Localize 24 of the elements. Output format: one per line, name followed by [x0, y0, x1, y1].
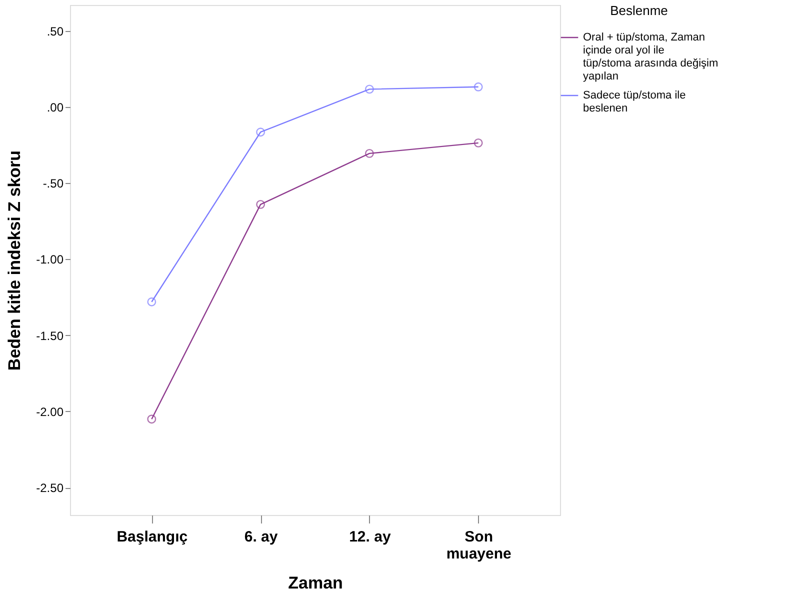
y-tick-label: -1.00: [36, 252, 64, 267]
legend-label: Oral + tüp/stoma, Zaman içinde oral yol ile tüp/stoma arasında değişim yapılan: [583, 32, 718, 82]
x-axis-title: Zaman: [288, 574, 343, 592]
legend-title: Beslenme: [610, 3, 668, 18]
y-tick-label: .00: [46, 100, 64, 114]
x-tick-label: Başlangıç: [116, 528, 188, 546]
point: [147, 297, 156, 306]
point: [256, 128, 266, 137]
x-tick-label: Son muayene: [446, 528, 512, 562]
y-axis-title: Beden kitle indeksi Z skoru: [5, 150, 24, 371]
x-tick-label: 6. ay: [244, 528, 278, 546]
point: [364, 148, 374, 158]
legend-label: Sadece tüp/stoma ile beslenen: [583, 90, 686, 114]
y-tick-label: .50: [46, 24, 64, 38]
y-tick-label: -2.00: [36, 404, 64, 419]
point: [256, 200, 266, 209]
point: [474, 82, 483, 92]
point: [474, 138, 483, 148]
point: [364, 84, 374, 94]
y-tick-label: -2.50: [36, 481, 64, 496]
x-tick-label: 12. ay: [349, 528, 392, 546]
y-tick-label: -.50: [42, 176, 64, 191]
point: [147, 414, 156, 424]
y-tick-label: -1.50: [36, 328, 64, 343]
